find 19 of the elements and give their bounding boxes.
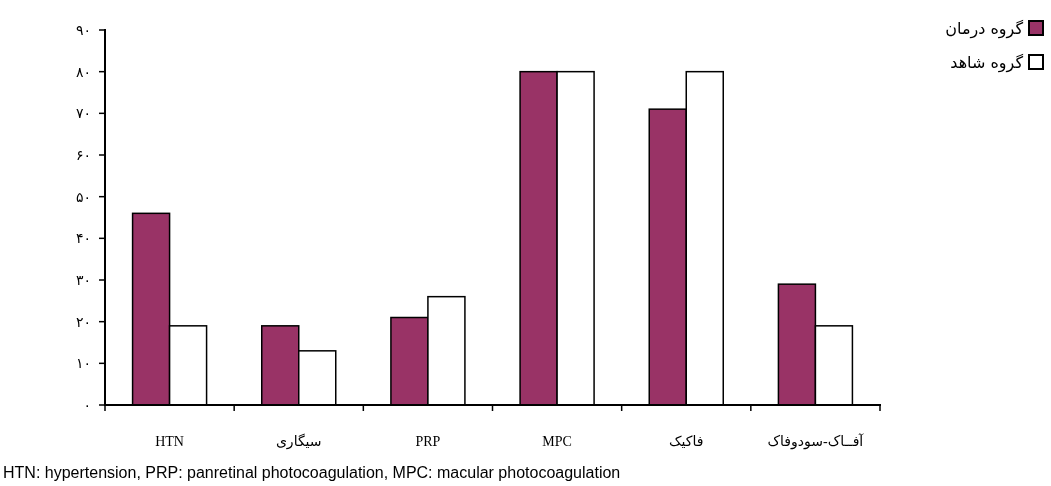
x-tick-label: PRP <box>415 434 441 449</box>
y-tick-label: ۷۰ <box>75 105 91 122</box>
x-tick-label: فاکیک <box>669 434 704 449</box>
x-tick-label: HTN <box>155 434 184 449</box>
y-tick-label: ۴۰ <box>75 230 91 247</box>
y-tick-label: ۵۰ <box>75 188 91 205</box>
x-tick-label: MPC <box>542 434 572 449</box>
y-tick-label: ۱۰ <box>75 355 91 372</box>
y-tick-label: ۳۰ <box>75 272 91 288</box>
text: HTN: hypertension, PRP: panretinal photocoagulation, MPC: macular photocoagulation <box>3 464 621 481</box>
legend-label: گروه درمان <box>945 19 1024 39</box>
y-tick-label: ۲۰ <box>75 313 91 330</box>
y-tick-label: ۸۰ <box>75 63 91 80</box>
y-tick-label: ۹۰ <box>75 22 91 38</box>
y-tick-label: ۰ <box>83 397 91 413</box>
y-tick-label: ۶۰ <box>75 147 91 163</box>
x-tick-label: آفــاک-سودوفاک <box>767 433 865 450</box>
legend-label: گروه شاهد <box>950 53 1024 73</box>
x-tick-label: سیگاری <box>275 433 322 450</box>
